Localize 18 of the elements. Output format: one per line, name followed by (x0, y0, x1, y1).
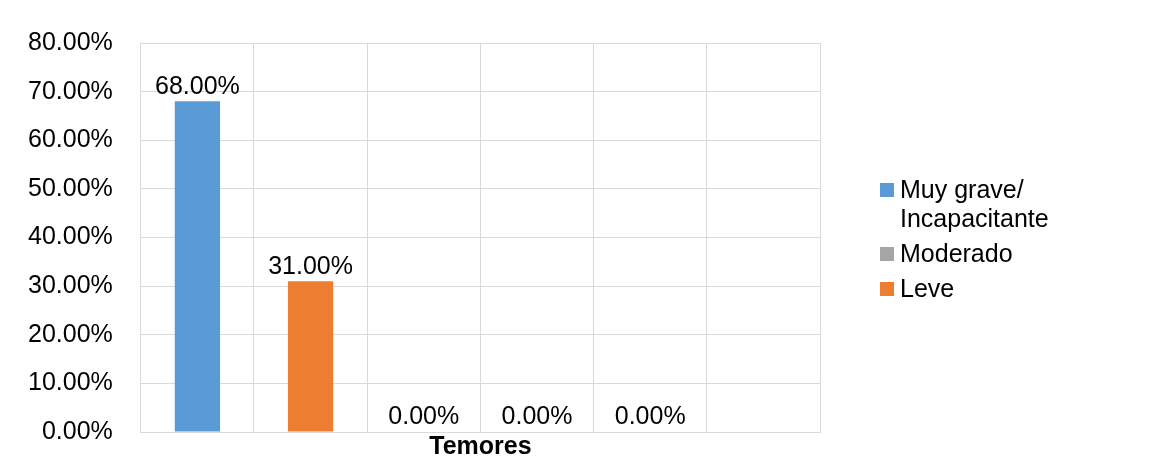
x-axis-title: Temores (429, 430, 532, 459)
y-tick-label: 70.00% (27, 75, 113, 104)
y-tick-label: 10.00% (27, 367, 113, 396)
data-label: 0.00% (501, 401, 573, 430)
data-label: 0.00% (388, 401, 460, 430)
y-tick-label: 20.00% (27, 318, 113, 347)
data-label: 68.00% (154, 70, 240, 99)
y-tick-label: 40.00% (27, 221, 113, 250)
legend-label: Leve (900, 274, 955, 303)
y-tick-label: 0.00% (41, 415, 113, 444)
y-tick-label: 50.00% (27, 172, 113, 201)
legend-label: Moderado (900, 239, 1013, 268)
data-label: 0.00% (614, 401, 686, 430)
y-tick-label: 80.00% (27, 26, 113, 55)
legend-label: Muy grave/ Incapacitante (900, 175, 1050, 233)
data-label: 31.00% (268, 250, 353, 279)
y-tick-label: 30.00% (27, 270, 113, 299)
y-tick-label: 60.00% (27, 124, 113, 153)
